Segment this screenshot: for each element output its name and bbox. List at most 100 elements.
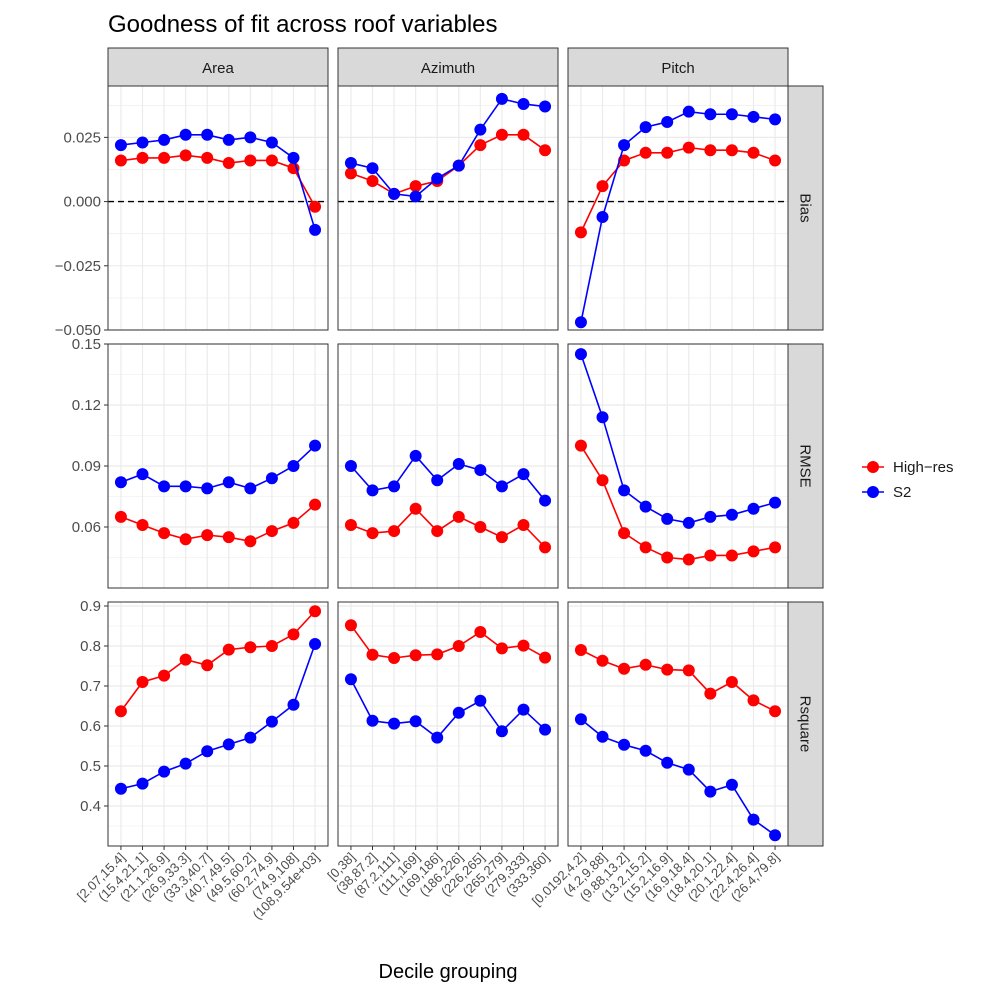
data-point-s2 (474, 464, 487, 477)
data-point-s2 (517, 468, 530, 481)
data-point-high-res (287, 628, 300, 641)
data-point-high-res (388, 525, 401, 538)
data-point-s2 (639, 744, 652, 757)
data-point-high-res (201, 529, 214, 542)
panel-bias-area: −0.050 −0.025 0.000 0.025 (55, 85, 329, 339)
data-point-high-res (596, 474, 609, 487)
data-point-high-res (474, 139, 487, 152)
data-point-s2 (222, 476, 235, 489)
facet-strip-label: Area (202, 60, 234, 77)
data-point-s2 (704, 108, 717, 121)
data-point-high-res (388, 652, 401, 664)
data-point-s2 (661, 512, 674, 525)
data-point-s2 (517, 703, 530, 716)
data-point-high-res (596, 180, 609, 193)
data-point-s2 (409, 449, 422, 462)
data-point-high-res (265, 640, 278, 652)
data-point-s2 (201, 745, 214, 758)
data-point-s2 (725, 508, 738, 521)
data-point-s2 (725, 778, 738, 791)
data-point-s2 (201, 128, 214, 141)
data-point-high-res (474, 626, 487, 638)
data-point-s2 (618, 484, 631, 497)
data-point-high-res (725, 549, 738, 562)
data-point-s2 (517, 97, 530, 110)
series-line-s2 (120, 643, 316, 790)
data-point-s2 (344, 673, 357, 686)
data-point-high-res (725, 144, 738, 157)
data-point-high-res (114, 705, 127, 718)
data-point-s2 (495, 92, 508, 105)
data-point-high-res (265, 525, 278, 538)
data-point-s2 (747, 502, 760, 515)
panel-background (568, 602, 788, 846)
data-point-s2 (596, 210, 609, 223)
series-line-s2 (580, 110, 776, 323)
data-point-s2 (495, 725, 508, 738)
data-point-s2 (179, 757, 192, 770)
y-tick-label: 0.09 (72, 458, 101, 475)
data-point-high-res (114, 154, 127, 167)
series-line-high-res (120, 154, 316, 208)
data-point-high-res (682, 664, 695, 677)
chart-title: Goodness of fit across roof variables (108, 11, 498, 38)
series-line-s2 (350, 454, 546, 502)
data-point-s2 (344, 460, 357, 472)
y-tick-label: 0.15 (72, 336, 101, 353)
panel-bias-pitch (567, 85, 789, 331)
y-tick-label: 0.6 (80, 718, 101, 735)
data-point-high-res (222, 643, 235, 656)
series-line-high-res (350, 624, 546, 659)
data-point-high-res (574, 226, 587, 239)
data-point-high-res (618, 662, 631, 675)
data-point-s2 (452, 706, 465, 719)
data-point-s2 (136, 136, 149, 149)
data-point-high-res (452, 640, 465, 652)
facet-strip-azimuth (337, 47, 559, 87)
panel-border (567, 343, 789, 589)
data-point-high-res (136, 518, 149, 531)
data-point-s2 (574, 348, 587, 361)
data-point-high-res (682, 553, 695, 566)
data-point-s2 (244, 731, 257, 744)
panel-border (337, 343, 559, 589)
row-strip-label: Rsquare (797, 696, 814, 753)
panel-rsquare-pitch: [0.0192,4.2](4.2,9.88](9.88,13.2](13.2,1… (529, 601, 789, 909)
panel-background (338, 86, 558, 330)
data-point-s2 (158, 765, 171, 778)
data-point-high-res (661, 146, 674, 159)
data-point-high-res (158, 527, 171, 540)
data-point-s2 (452, 159, 465, 172)
data-point-high-res (574, 439, 587, 452)
data-point-high-res (409, 180, 422, 193)
data-point-high-res (747, 545, 760, 558)
panel-bias-azimuth (337, 85, 559, 331)
data-point-s2 (344, 157, 357, 170)
data-point-s2 (287, 460, 300, 472)
series-line-s2 (580, 718, 776, 836)
panel-border (337, 85, 559, 331)
facet-grid: Area Azimuth PitchBiasRMSERsquare−0.050−0.… (55, 47, 824, 922)
data-point-s2 (222, 738, 235, 751)
data-point-high-res (309, 200, 322, 213)
data-point-high-res (179, 653, 192, 666)
series-line-high-res (580, 146, 776, 233)
series-line-high-res (350, 134, 546, 195)
data-point-s2 (265, 472, 278, 485)
data-point-high-res (431, 525, 444, 538)
legend-key-point-s2 (867, 486, 879, 498)
data-point-high-res (366, 175, 379, 188)
data-point-high-res (704, 549, 717, 562)
data-point-high-res (639, 658, 652, 671)
row-strip-bias (787, 85, 824, 331)
data-point-s2 (431, 474, 444, 487)
panel-rsquare-area: 0.40.50.60.70.80.9[2.07,15.4](15.4,21.1]… (74, 598, 329, 922)
data-point-high-res (344, 518, 357, 531)
data-point-s2 (366, 714, 379, 727)
panel-border (337, 601, 559, 847)
panel-rmse-pitch (567, 343, 789, 589)
data-point-high-res (725, 676, 738, 688)
series-line-high-res (580, 649, 776, 712)
data-point-s2 (704, 785, 717, 798)
y-tick-label: 0.025 (63, 129, 101, 146)
